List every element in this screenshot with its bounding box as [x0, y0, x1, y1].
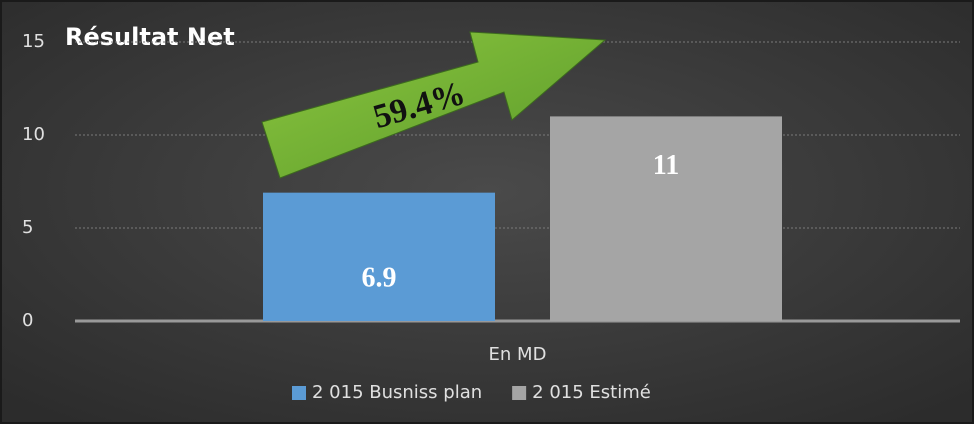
y-tick-label: 0 — [22, 310, 33, 331]
data-label: 6.9 — [362, 262, 397, 293]
bar — [263, 192, 495, 321]
legend-label: 2 015 Busniss plan — [312, 382, 482, 403]
bar — [550, 116, 782, 322]
chart-title: Résultat Net — [65, 23, 235, 51]
y-tick-label: 10 — [22, 124, 45, 145]
legend-label: 2 015 Estimé — [532, 382, 651, 403]
data-label: 11 — [653, 150, 679, 181]
legend-swatch — [292, 386, 306, 400]
arrow — [261, 31, 607, 179]
legend-swatch — [512, 386, 527, 400]
y-tick-label: 5 — [22, 217, 33, 238]
y-tick-label: 15 — [22, 31, 45, 52]
x-tick-label: En MD — [489, 344, 547, 365]
